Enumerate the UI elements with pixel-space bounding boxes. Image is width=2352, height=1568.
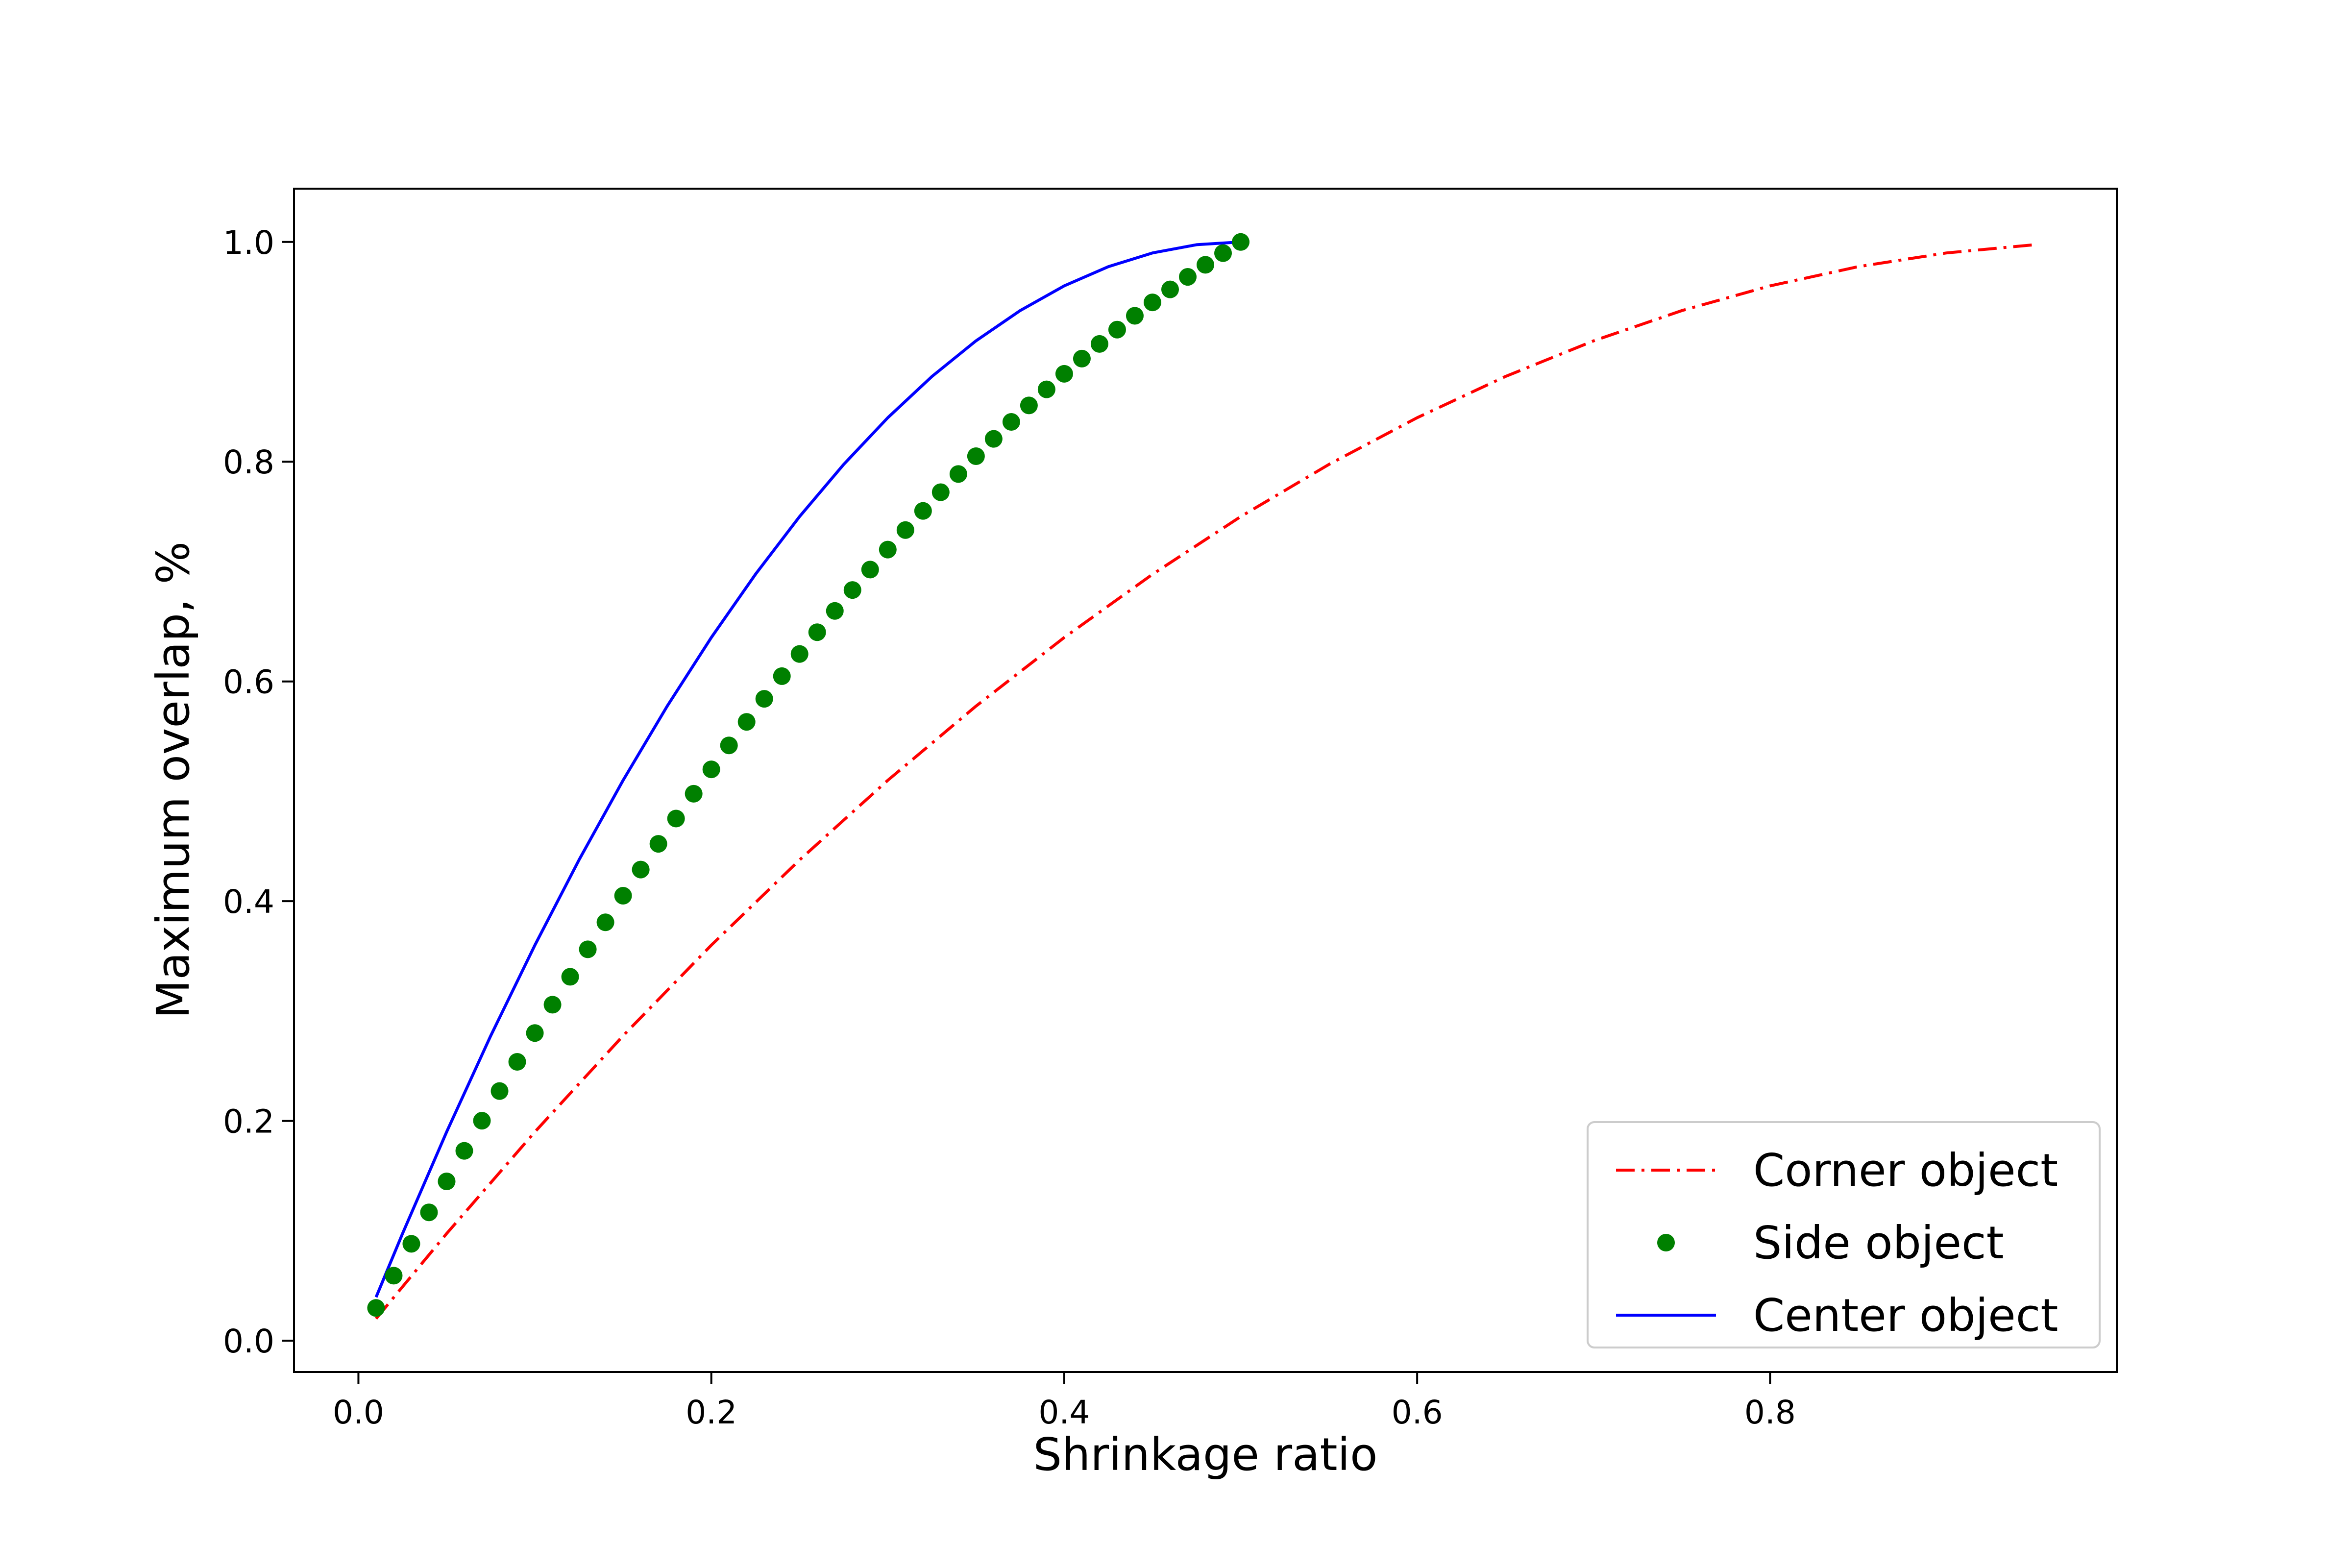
- y-tick-label: 1.0: [223, 224, 274, 262]
- side-object-point: [543, 996, 562, 1014]
- y-tick-label: 0.2: [223, 1103, 274, 1141]
- side-object-point: [755, 690, 773, 708]
- side-object-point: [1126, 307, 1144, 325]
- side-object-point: [879, 540, 897, 559]
- x-tick-label: 0.4: [1038, 1394, 1090, 1431]
- side-object-point: [1002, 413, 1020, 431]
- side-object-point: [790, 645, 808, 663]
- legend-label: Center object: [1753, 1289, 2058, 1342]
- side-object-point: [1090, 335, 1108, 353]
- side-object-point: [984, 430, 1003, 448]
- side-object-point: [490, 1082, 509, 1100]
- side-object-point: [596, 913, 614, 931]
- side-object-point: [826, 602, 844, 620]
- side-object-point: [737, 713, 756, 731]
- side-object-point: [561, 968, 579, 986]
- side-object-point: [632, 860, 650, 879]
- side-object-point: [843, 581, 861, 599]
- side-object-point: [614, 886, 632, 905]
- side-object-point: [508, 1053, 526, 1071]
- side-object-point: [1108, 320, 1126, 339]
- side-object-point: [649, 835, 667, 853]
- legend-box: [1587, 1121, 2101, 1348]
- side-object-point: [1197, 256, 1214, 274]
- y-tick-label: 0.0: [223, 1323, 274, 1360]
- x-tick-label: 0.2: [686, 1394, 737, 1431]
- x-tick-label: 0.8: [1744, 1394, 1796, 1431]
- side-object-point: [402, 1235, 420, 1253]
- side-object-point: [385, 1267, 403, 1285]
- y-axis: 0.0 0.2 0.4 0.6 0.8 1.0: [223, 224, 294, 1360]
- y-axis-title: Maximum overlap, %: [147, 541, 199, 1019]
- x-tick-label: 0.6: [1392, 1394, 1443, 1431]
- legend-marker-side: [1657, 1234, 1675, 1251]
- side-object-point: [808, 623, 826, 641]
- side-object-point: [1073, 349, 1091, 368]
- side-object-point: [914, 502, 932, 520]
- side-object-point: [420, 1203, 438, 1222]
- corner-object-line: [375, 243, 2035, 1320]
- side-object-point: [367, 1299, 385, 1317]
- y-tick-label: 0.8: [223, 443, 274, 481]
- y-tick-label: 0.6: [223, 663, 274, 701]
- side-object-point: [526, 1024, 544, 1042]
- center-object-line: [374, 240, 1241, 1298]
- side-object-point: [455, 1142, 473, 1160]
- side-object-point: [1037, 380, 1055, 398]
- side-object-point: [1161, 280, 1179, 298]
- side-object-point: [967, 447, 985, 466]
- legend-label: Side object: [1753, 1217, 2004, 1269]
- legend: Corner object Side object Center object: [1587, 1121, 2101, 1348]
- x-axis-title: Shrinkage ratio: [1033, 1428, 1378, 1481]
- side-object-point: [1020, 396, 1038, 415]
- side-object-point: [702, 760, 720, 779]
- side-object-point: [896, 521, 914, 539]
- side-object-point: [579, 940, 597, 958]
- side-object-point: [438, 1172, 456, 1190]
- side-object-point: [861, 561, 879, 579]
- series-layer: [367, 233, 2035, 1320]
- side-object-point: [931, 483, 950, 501]
- side-object-point: [685, 784, 703, 803]
- side-object-point: [949, 465, 967, 483]
- side-object-point: [473, 1112, 491, 1130]
- x-tick-label: 0.0: [333, 1394, 384, 1431]
- x-axis: 0.0 0.2 0.4 0.6 0.8: [333, 1372, 1796, 1431]
- side-object-point: [1214, 244, 1232, 262]
- side-object-point: [773, 667, 791, 685]
- y-tick-label: 0.4: [223, 883, 274, 921]
- side-object-point: [667, 809, 685, 828]
- side-object-point: [1055, 365, 1073, 383]
- side-object-point: [1143, 294, 1161, 312]
- side-object-point: [1232, 233, 1250, 251]
- side-object-point: [720, 736, 738, 755]
- plot-frame: [293, 188, 2118, 1373]
- legend-label: Corner object: [1753, 1144, 2058, 1197]
- side-object-point: [1178, 268, 1197, 286]
- plot-area: [367, 233, 2035, 1320]
